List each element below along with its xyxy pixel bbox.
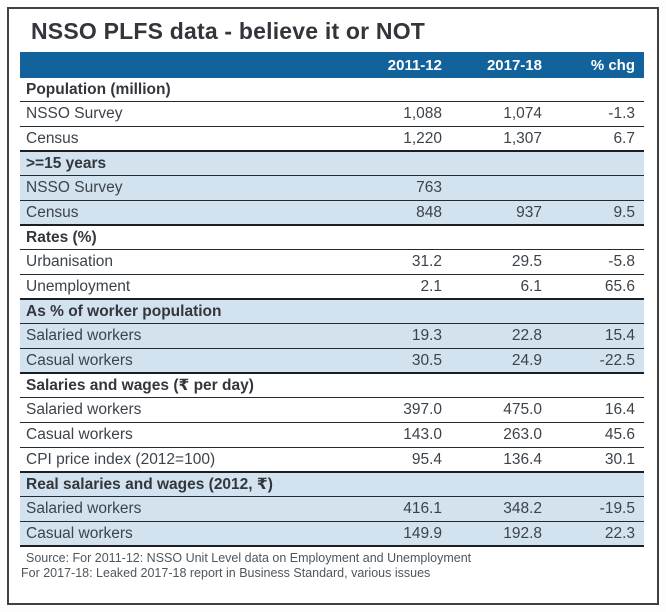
section-worker-population: As % of worker population Salaried worke… <box>20 300 644 374</box>
cell-2017-18: 475.0 <box>503 401 542 418</box>
section-header-label: Salaries and wages (₹ per day) <box>26 377 254 394</box>
cell-pct-chg: 15.4 <box>604 327 635 344</box>
card-body: NSSO PLFS data - believe it or NOT 2011-… <box>9 16 657 581</box>
cell-2011-12: 397.0 <box>403 401 442 418</box>
cell-2011-12: 2.1 <box>420 277 442 295</box>
section-population: Population (million) NSSO Survey 1,088 1… <box>20 78 644 152</box>
section-header-label: Population (million) <box>26 80 171 98</box>
cell-2017-18: 136.4 <box>503 450 542 468</box>
cell-pct-chg: 9.5 <box>613 203 635 221</box>
section-header-row: Salaries and wages (₹ per day) <box>20 374 644 398</box>
row-label: Salaried workers <box>26 327 142 344</box>
row-label: Casual workers <box>26 426 133 443</box>
cell-2017-18: 29.5 <box>511 253 542 270</box>
cell-2017-18: 348.2 <box>503 500 542 517</box>
section-real-salaries: Real salaries and wages (2012, ₹) Salari… <box>20 473 644 547</box>
card-frame: NSSO PLFS data - believe it or NOT 2011-… <box>7 7 659 605</box>
cell-2017-18: 192.8 <box>503 524 542 542</box>
cell-2017-18: 24.9 <box>511 351 542 369</box>
table-row: CPI price index (2012=100) 95.4 136.4 30… <box>20 448 644 473</box>
row-label: Salaried workers <box>26 500 142 517</box>
cell-pct-chg: 45.6 <box>604 426 635 443</box>
table-row: NSSO Survey 763 <box>20 176 644 201</box>
row-label: NSSO Survey <box>26 179 123 196</box>
cell-2011-12: 30.5 <box>411 351 442 369</box>
column-header-2017-18: 2017-18 <box>486 56 542 74</box>
cell-2017-18: 22.8 <box>511 327 542 344</box>
table-row: Urbanisation 31.2 29.5 -5.8 <box>20 250 644 275</box>
cell-2017-18: 263.0 <box>503 426 542 443</box>
cell-2017-18: 1,307 <box>503 129 542 147</box>
section-header-row: Rates (%) <box>20 226 644 250</box>
table-row: Casual workers 149.9 192.8 22.3 <box>20 522 644 547</box>
cell-2017-18: 6.1 <box>520 277 542 295</box>
table-row: NSSO Survey 1,088 1,074 -1.3 <box>20 102 644 127</box>
cell-2017-18: 937 <box>516 203 542 221</box>
source-line-2: For 2017-18: Leaked 2017-18 report in Bu… <box>21 566 431 580</box>
cell-pct-chg: 16.4 <box>604 401 635 418</box>
cell-pct-chg: -22.5 <box>599 351 635 369</box>
row-label: Unemployment <box>26 277 131 295</box>
cell-pct-chg: 30.1 <box>604 450 635 468</box>
section-header-row: As % of worker population <box>20 300 644 324</box>
cell-pct-chg: 6.7 <box>613 129 635 147</box>
cell-pct-chg: -1.3 <box>608 105 635 122</box>
chart-title: NSSO PLFS data - believe it or NOT <box>31 18 426 44</box>
section-header-label: >=15 years <box>26 154 107 172</box>
row-label: NSSO Survey <box>26 105 123 122</box>
table-row: Salaried workers 397.0 475.0 16.4 <box>20 398 644 423</box>
column-header-pct-chg: % chg <box>590 56 635 74</box>
section-header-label: Rates (%) <box>26 228 97 246</box>
section-header-label: Real salaries and wages (2012, ₹) <box>26 476 273 493</box>
section-header-row: Population (million) <box>20 78 644 102</box>
section-header-label: As % of worker population <box>26 302 222 320</box>
cell-pct-chg: 65.6 <box>604 277 635 295</box>
cell-2011-12: 1,088 <box>403 105 442 122</box>
section-salaries-wages: Salaries and wages (₹ per day) Salaried … <box>20 374 644 473</box>
table-row: Salaried workers 19.3 22.8 15.4 <box>20 324 644 349</box>
table-row: Census 1,220 1,307 6.7 <box>20 127 644 152</box>
table-header-row: 2011-12 2017-18 % chg <box>20 52 644 78</box>
table-row: Salaried workers 416.1 348.2 -19.5 <box>20 497 644 522</box>
cell-pct-chg: 22.3 <box>604 524 635 542</box>
source-note: Source: For 2011-12: NSSO Unit Level dat… <box>20 551 644 581</box>
row-label: Salaried workers <box>26 401 142 418</box>
row-label: Casual workers <box>26 351 133 369</box>
cell-2011-12: 143.0 <box>403 426 442 443</box>
section-header-row: Real salaries and wages (2012, ₹) <box>20 473 644 497</box>
row-label: CPI price index (2012=100) <box>26 450 216 468</box>
cell-2011-12: 31.2 <box>411 253 442 270</box>
row-label: Census <box>26 129 79 147</box>
section-15-years: >=15 years NSSO Survey 763 Census 848 93… <box>20 152 644 226</box>
cell-2011-12: 763 <box>416 179 442 196</box>
table-row: Unemployment 2.1 6.1 65.6 <box>20 275 644 300</box>
cell-pct-chg: -19.5 <box>599 500 635 517</box>
data-table: 2011-12 2017-18 % chg Population (millio… <box>20 52 644 547</box>
cell-pct-chg: -5.8 <box>608 253 635 270</box>
cell-2011-12: 848 <box>416 203 442 221</box>
row-label: Urbanisation <box>26 253 114 270</box>
table-row: Casual workers 143.0 263.0 45.6 <box>20 423 644 448</box>
cell-2011-12: 149.9 <box>403 524 442 542</box>
cell-2011-12: 95.4 <box>411 450 442 468</box>
section-header-row: >=15 years <box>20 152 644 176</box>
table-row: Casual workers 30.5 24.9 -22.5 <box>20 349 644 374</box>
table-row: Census 848 937 9.5 <box>20 201 644 226</box>
cell-2011-12: 1,220 <box>403 129 442 147</box>
section-rates: Rates (%) Urbanisation 31.2 29.5 -5.8 Un… <box>20 226 644 300</box>
column-header-2011-12: 2011-12 <box>387 56 442 74</box>
row-label: Census <box>26 203 79 221</box>
cell-2011-12: 416.1 <box>403 500 442 517</box>
cell-2011-12: 19.3 <box>411 327 442 344</box>
row-label: Casual workers <box>26 524 133 542</box>
source-line-1: Source: For 2011-12: NSSO Unit Level dat… <box>26 551 472 565</box>
cell-2017-18: 1,074 <box>503 105 542 122</box>
